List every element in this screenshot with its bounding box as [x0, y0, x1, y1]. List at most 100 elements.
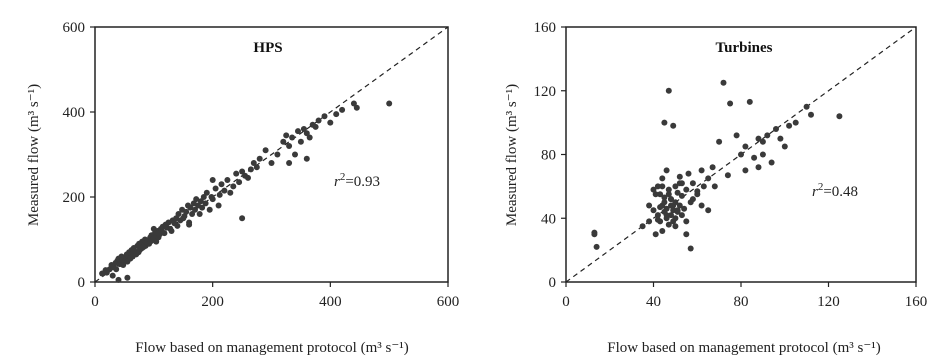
data-point [650, 207, 657, 214]
data-point [175, 211, 182, 217]
y-tick-label: 600 [63, 20, 86, 36]
data-point [768, 159, 775, 166]
data-point [711, 183, 718, 190]
data-point [683, 231, 690, 238]
data-point [333, 111, 340, 118]
data-point [139, 245, 146, 251]
data-point [674, 189, 681, 196]
data-point [786, 122, 793, 129]
data-point [773, 126, 779, 132]
points-hps [99, 100, 393, 283]
data-point [665, 186, 672, 193]
data-point [672, 223, 679, 230]
data-point [150, 225, 157, 232]
data-point [203, 189, 210, 196]
data-point [746, 98, 753, 105]
points-turbines [591, 79, 843, 252]
x-axis-label-turbines: Flow based on management protocol (m³ s⁻… [607, 340, 881, 356]
data-point [742, 143, 749, 150]
data-point [705, 207, 712, 214]
data-point [218, 181, 225, 188]
x-tick-label: 40 [646, 294, 661, 310]
x-tick-label: 120 [817, 294, 840, 310]
data-point [777, 135, 784, 142]
data-point [236, 179, 243, 186]
data-point [286, 160, 293, 166]
data-point [202, 200, 209, 207]
data-point [124, 274, 131, 281]
data-point [646, 218, 653, 225]
data-point [665, 191, 672, 198]
data-point [738, 151, 744, 158]
data-point [676, 173, 683, 180]
data-point [803, 103, 810, 110]
data-point [755, 164, 762, 171]
data-point [764, 132, 771, 139]
data-point [720, 79, 727, 86]
data-point [670, 122, 677, 129]
x-ticks-hps: 0 200 400 600 [91, 282, 459, 310]
data-point [306, 134, 313, 141]
data-point [689, 180, 696, 187]
data-point [233, 170, 240, 177]
data-point [657, 204, 664, 211]
data-point [312, 123, 319, 130]
y-tick-label: 200 [63, 190, 86, 206]
data-point [280, 138, 287, 145]
data-point [113, 266, 120, 273]
data-point [189, 211, 196, 217]
r2-label-turbines: r2=0.48 [812, 181, 858, 200]
data-point [209, 196, 216, 203]
data-point [315, 117, 322, 124]
data-point [724, 172, 731, 179]
data-point [808, 111, 814, 118]
data-point [751, 154, 758, 161]
data-point [705, 175, 712, 182]
data-point [781, 143, 788, 150]
y-axis-label-turbines: Measured flow (m³ s⁻¹) [504, 84, 520, 226]
data-point [224, 177, 231, 183]
data-point [268, 160, 275, 166]
x-tick-label: 200 [201, 294, 224, 310]
data-point [665, 87, 672, 94]
data-point [196, 211, 203, 217]
data-point [183, 208, 190, 215]
data-point [321, 113, 328, 120]
data-point [386, 100, 393, 107]
data-point [274, 151, 281, 158]
data-point [698, 167, 705, 174]
data-point [709, 164, 716, 171]
data-point [689, 196, 696, 203]
data-point [678, 180, 685, 187]
data-point [681, 205, 688, 212]
data-point [685, 170, 692, 177]
data-point [661, 119, 668, 126]
x-tick-label: 80 [734, 294, 749, 310]
data-point [759, 151, 766, 158]
data-point [239, 168, 246, 175]
data-point [652, 231, 659, 238]
data-point [687, 245, 694, 252]
data-point [659, 228, 666, 234]
data-point [289, 134, 296, 141]
data-point [350, 100, 357, 107]
data-point [663, 212, 670, 219]
data-point [253, 164, 260, 171]
data-point [661, 199, 668, 206]
data-point [639, 223, 646, 230]
data-point [186, 221, 193, 228]
data-point [659, 175, 666, 182]
data-point [161, 230, 168, 237]
data-point [700, 183, 707, 190]
data-point [694, 188, 701, 195]
data-point [192, 206, 198, 213]
data-point [245, 174, 251, 181]
data-point [654, 183, 661, 190]
data-point [239, 215, 246, 222]
data-point [646, 202, 653, 209]
x-ticks-turbines: 0 40 80 120 160 [562, 282, 927, 310]
data-point [668, 212, 674, 219]
x-tick-label: 600 [437, 294, 460, 310]
data-point [200, 194, 207, 200]
chart-turbines: 0 40 80 120 160 0 40 80 120 160 Turbines r2=0.48… [504, 20, 927, 356]
